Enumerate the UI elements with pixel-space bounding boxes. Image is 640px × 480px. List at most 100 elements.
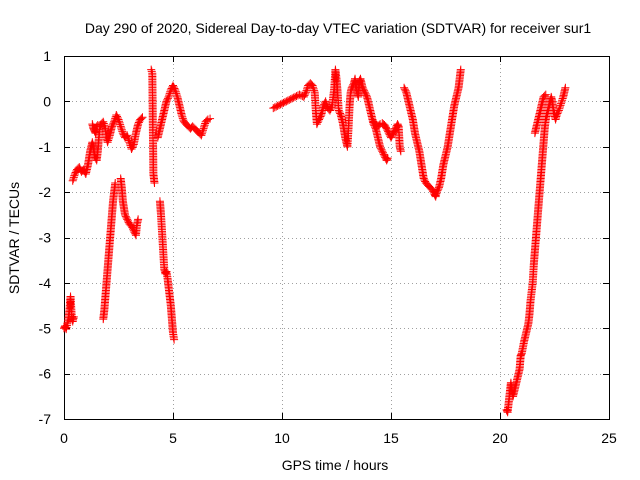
data-point	[147, 67, 156, 76]
data-point	[161, 268, 170, 277]
x-axis: 0 5 10 15 20 25	[60, 56, 617, 446]
data-point	[198, 126, 207, 135]
data-point	[138, 113, 147, 122]
data-point	[118, 127, 127, 136]
y-tick-label: -2	[39, 184, 52, 200]
data-point	[163, 94, 172, 103]
data-point	[557, 99, 566, 108]
data-point	[456, 65, 465, 74]
data-point	[104, 136, 113, 145]
data-point	[69, 173, 78, 182]
data-point	[383, 155, 392, 164]
data-point	[165, 91, 174, 100]
y-tick-label: -6	[39, 366, 52, 382]
data-point	[171, 86, 180, 95]
data-series	[60, 65, 570, 417]
data-point	[172, 89, 181, 98]
data-point	[103, 138, 112, 147]
data-point	[171, 87, 180, 96]
data-point	[396, 147, 405, 156]
y-tick-label: 0	[43, 93, 51, 109]
data-point	[198, 128, 207, 137]
data-point	[115, 117, 124, 126]
data-point	[172, 91, 181, 100]
x-tick-label: 15	[383, 430, 399, 446]
data-point	[301, 88, 310, 97]
data-point	[110, 117, 119, 126]
x-tick-label: 10	[274, 430, 290, 446]
data-point	[70, 171, 79, 180]
data-point	[540, 91, 549, 100]
data-point	[197, 131, 206, 140]
data-point	[100, 122, 109, 131]
data-point	[200, 121, 209, 130]
data-point	[554, 106, 563, 115]
y-tick-label: -5	[39, 320, 52, 336]
data-point	[310, 86, 319, 95]
x-tick-label: 5	[169, 430, 177, 446]
data-point	[115, 118, 124, 127]
y-tick-label: -4	[39, 275, 52, 291]
data-point	[117, 125, 126, 134]
x-tick-label: 25	[601, 430, 617, 446]
data-point	[124, 136, 133, 145]
data-point	[301, 89, 310, 98]
data-point	[69, 312, 78, 321]
data-point	[69, 175, 78, 184]
data-point	[557, 97, 566, 106]
data-point	[206, 114, 215, 123]
chart-title: Day 290 of 2020, Sidereal Day-to-day VTE…	[85, 20, 591, 36]
data-point	[177, 110, 186, 119]
data-point	[170, 335, 179, 344]
data-point	[117, 124, 126, 133]
y-axis: -7 -6 -5 -4 -3 -2 -1 0 1	[39, 48, 609, 427]
data-point	[200, 122, 209, 131]
data-point	[164, 92, 173, 101]
data-point	[558, 94, 567, 103]
data-point	[555, 103, 564, 112]
data-point	[105, 133, 114, 142]
data-point	[202, 116, 211, 125]
y-tick-label: -3	[39, 230, 52, 246]
data-point	[309, 84, 318, 93]
data-point	[555, 104, 564, 113]
data-point	[123, 131, 132, 140]
data-point	[92, 122, 101, 131]
data-point	[113, 114, 122, 123]
grid	[64, 56, 609, 419]
data-point	[116, 122, 125, 131]
y-tick-label: -7	[39, 411, 52, 427]
y-tick-label: 1	[43, 48, 51, 64]
data-point	[99, 117, 108, 126]
x-axis-label: GPS time / hours	[282, 457, 389, 473]
data-point	[197, 129, 206, 138]
y-tick-label: -1	[39, 139, 52, 155]
data-point	[137, 114, 146, 123]
x-tick-label: 0	[60, 430, 68, 446]
data-point	[68, 176, 77, 185]
data-point	[541, 90, 550, 99]
data-point	[134, 215, 143, 224]
data-point	[561, 83, 570, 92]
data-point	[99, 119, 108, 128]
data-point	[170, 84, 179, 93]
data-point	[302, 86, 311, 95]
data-point	[383, 154, 392, 163]
data-point	[178, 112, 187, 121]
data-point	[114, 115, 123, 124]
data-point	[556, 101, 565, 110]
data-point	[147, 65, 156, 74]
data-point	[123, 133, 132, 142]
y-axis-label: SDTVAR / TECUs	[6, 182, 22, 294]
data-point	[308, 81, 317, 90]
data-point	[321, 97, 330, 106]
data-point	[104, 134, 113, 143]
data-point	[309, 83, 318, 92]
data-point	[558, 96, 567, 105]
data-point	[116, 120, 125, 129]
data-point	[93, 120, 102, 129]
data-point	[199, 124, 208, 133]
data-point	[178, 114, 187, 123]
data-point	[150, 179, 159, 188]
